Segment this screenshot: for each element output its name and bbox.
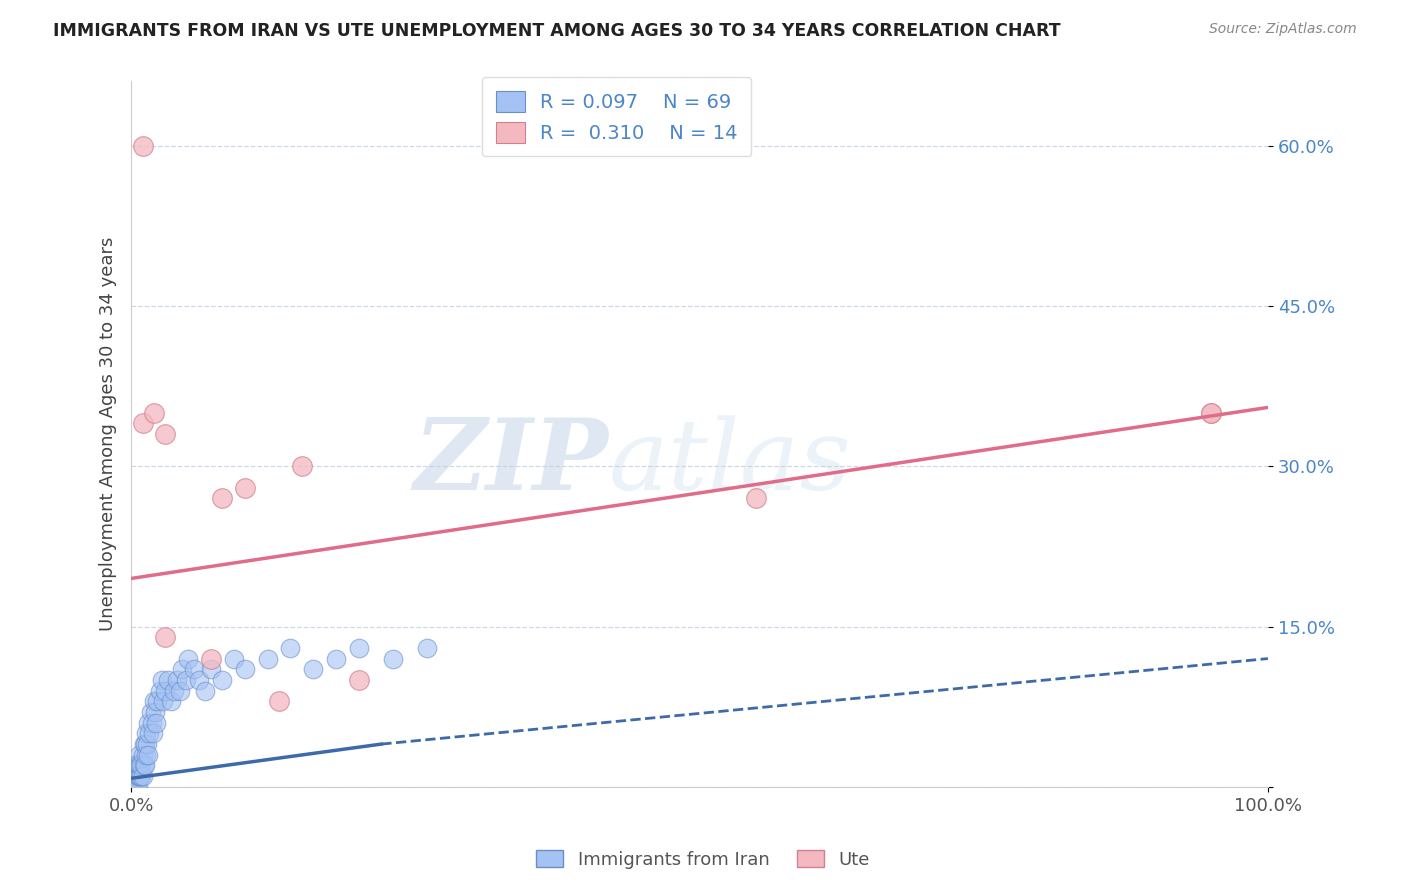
Point — [127, 769, 149, 783]
Point — [211, 491, 233, 506]
Point — [139, 705, 162, 719]
Point — [256, 651, 278, 665]
Point — [745, 491, 768, 506]
Point — [132, 758, 155, 772]
Point — [200, 651, 222, 665]
Point — [131, 758, 153, 772]
Point — [156, 673, 179, 687]
Point — [124, 769, 146, 783]
Point — [233, 662, 256, 676]
Point — [149, 683, 172, 698]
Point — [233, 481, 256, 495]
Point — [131, 769, 153, 783]
Point — [136, 715, 159, 730]
Point — [135, 726, 157, 740]
Point — [128, 758, 150, 772]
Point — [183, 662, 205, 676]
Point — [143, 705, 166, 719]
Point — [125, 769, 148, 783]
Point — [125, 758, 148, 772]
Point — [125, 769, 148, 783]
Point — [124, 758, 146, 772]
Point — [131, 417, 153, 431]
Text: IMMIGRANTS FROM IRAN VS UTE UNEMPLOYMENT AMONG AGES 30 TO 34 YEARS CORRELATION C: IMMIGRANTS FROM IRAN VS UTE UNEMPLOYMENT… — [53, 22, 1062, 40]
Point — [155, 427, 177, 442]
Point — [188, 673, 211, 687]
Point — [136, 737, 159, 751]
Point — [267, 694, 290, 708]
Point — [127, 758, 149, 772]
Point — [222, 651, 245, 665]
Point — [163, 683, 186, 698]
Point — [143, 694, 166, 708]
Point — [152, 694, 174, 708]
Point — [131, 747, 153, 762]
Point — [1199, 406, 1222, 420]
Point — [136, 747, 159, 762]
Point — [174, 673, 197, 687]
Point — [302, 662, 325, 676]
Point — [172, 662, 194, 676]
Point — [177, 651, 200, 665]
Point — [132, 737, 155, 751]
Point — [127, 780, 149, 794]
Point — [142, 726, 165, 740]
Point — [150, 673, 173, 687]
Point — [347, 640, 370, 655]
Point — [121, 769, 143, 783]
Point — [155, 630, 177, 644]
Point — [128, 769, 150, 783]
Point — [146, 694, 169, 708]
Point — [291, 459, 314, 474]
Point — [122, 769, 145, 783]
Point — [125, 780, 148, 794]
Legend: R = 0.097    N = 69, R =  0.310    N = 14: R = 0.097 N = 69, R = 0.310 N = 14 — [482, 77, 751, 156]
Point — [325, 651, 347, 665]
Point — [125, 780, 148, 794]
Point — [128, 747, 150, 762]
Text: Source: ZipAtlas.com: Source: ZipAtlas.com — [1209, 22, 1357, 37]
Point — [1199, 406, 1222, 420]
Point — [131, 138, 153, 153]
Point — [138, 726, 160, 740]
Point — [194, 683, 217, 698]
Point — [125, 758, 148, 772]
Point — [280, 640, 302, 655]
Point — [211, 673, 233, 687]
Point — [169, 683, 191, 698]
Point — [155, 683, 177, 698]
Point — [134, 737, 156, 751]
Y-axis label: Unemployment Among Ages 30 to 34 years: Unemployment Among Ages 30 to 34 years — [100, 237, 117, 632]
Point — [122, 780, 145, 794]
Text: atlas: atlas — [609, 415, 852, 510]
Point — [124, 780, 146, 794]
Point — [416, 640, 439, 655]
Point — [122, 758, 145, 772]
Point — [134, 758, 156, 772]
Point — [160, 694, 183, 708]
Point — [200, 662, 222, 676]
Point — [135, 747, 157, 762]
Point — [347, 673, 370, 687]
Point — [145, 715, 167, 730]
Point — [129, 769, 152, 783]
Point — [166, 673, 188, 687]
Point — [143, 406, 166, 420]
Point — [129, 758, 152, 772]
Legend: Immigrants from Iran, Ute: Immigrants from Iran, Ute — [529, 843, 877, 876]
Point — [381, 651, 404, 665]
Point — [141, 715, 163, 730]
Point — [121, 780, 143, 794]
Point — [131, 769, 153, 783]
Text: ZIP: ZIP — [413, 414, 609, 510]
